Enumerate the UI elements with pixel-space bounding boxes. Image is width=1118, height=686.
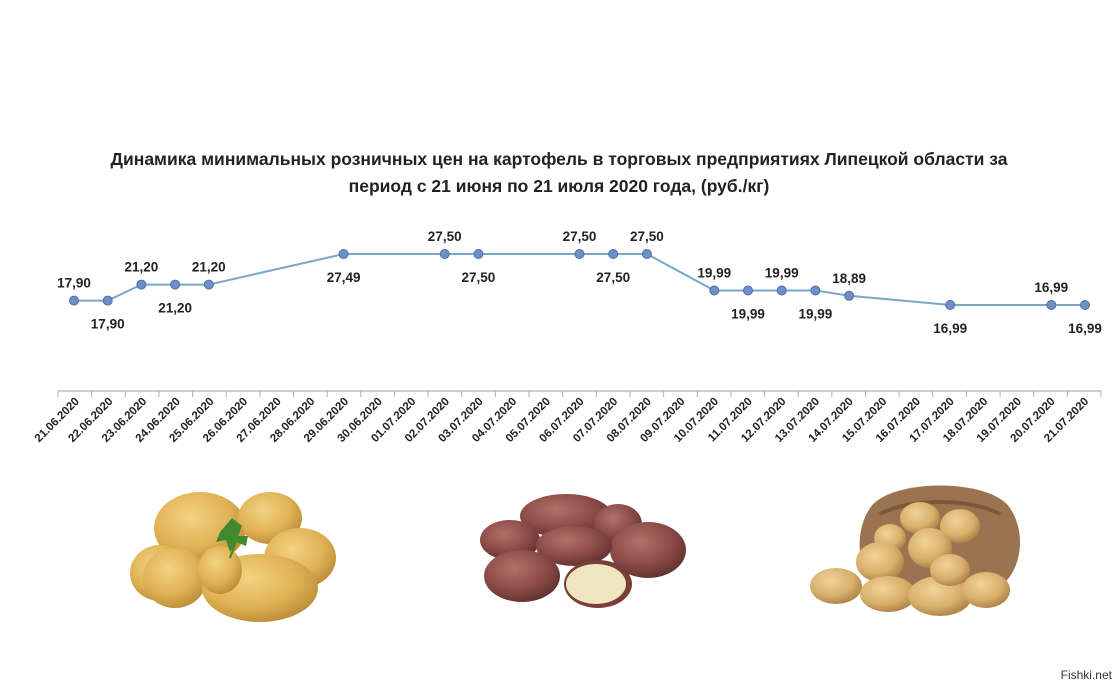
watermark: Fishki.net [1058,668,1114,682]
data-point [69,295,79,306]
data-point [641,249,652,259]
data-point [945,300,956,310]
data-label: 21,20 [125,260,159,275]
data-label: 18,89 [832,271,866,286]
data-point [776,285,787,296]
data-label: 19,99 [731,306,765,321]
data-point [709,285,720,296]
data-label: 27,50 [428,229,462,244]
data-label: 27,50 [596,270,630,285]
data-label: 19,99 [765,265,799,280]
red-potatoes-image [480,494,686,608]
data-label: 16,99 [1034,280,1068,295]
data-point [102,295,113,306]
sack-potatoes-image [810,485,1020,616]
yellow-potatoes-image [130,492,336,622]
data-point [473,249,484,259]
data-label: 27,49 [327,270,361,285]
data-point [1080,300,1090,310]
data-point [810,285,821,296]
data-point [608,249,619,259]
data-point [743,285,753,296]
data-point [136,279,147,290]
data-point [439,249,450,259]
chart-title-line-1: Динамика минимальных розничных цен на ка… [110,149,1008,169]
chart-title: Динамика минимальных розничных цен на ка… [30,146,1088,200]
data-point [338,249,349,260]
data-label: 17,90 [91,317,125,332]
data-point [203,279,214,290]
data-label: 16,99 [933,321,967,336]
data-point [844,290,855,301]
data-label: 21,20 [158,301,192,316]
chart-title-line-2: период с 21 июня по 21 июля 2020 года, (… [348,176,770,196]
data-label: 27,50 [630,229,664,244]
line-chart: 21.06.202022.06.202023.06.202024.06.2020… [33,229,1102,445]
data-point [574,249,585,259]
data-point [1046,300,1057,310]
data-label: 19,99 [799,306,833,321]
data-label: 27,50 [462,270,496,285]
data-label: 16,99 [1068,321,1102,336]
data-label: 27,50 [563,229,597,244]
data-label: 21,20 [192,260,226,275]
data-label: 17,90 [57,276,91,291]
data-point [170,279,181,290]
data-label: 19,99 [697,265,731,280]
